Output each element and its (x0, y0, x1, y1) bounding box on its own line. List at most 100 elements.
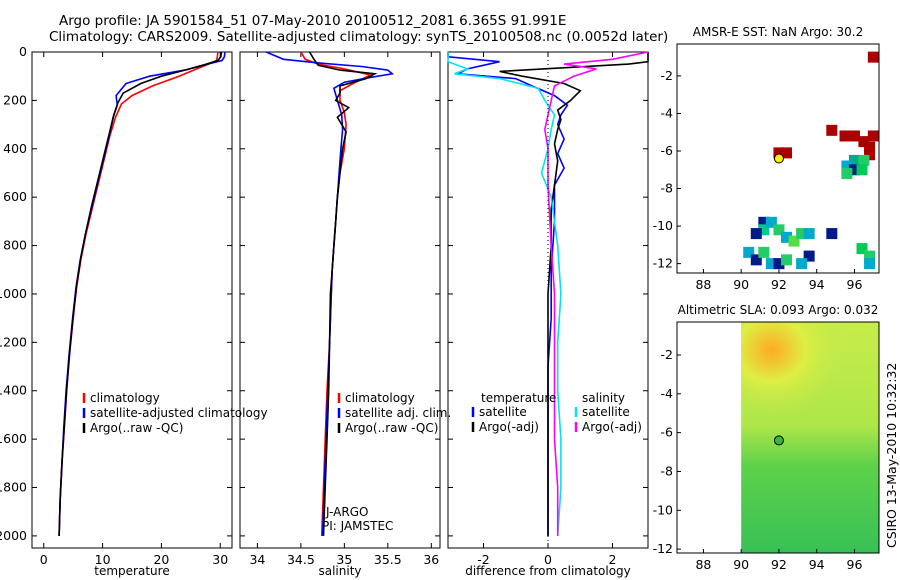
map-frame (676, 43, 880, 274)
profile-panel-1 (31, 51, 233, 549)
series-line (543, 51, 649, 536)
y-tick-label: -10 (653, 502, 673, 517)
series-line (499, 52, 649, 536)
sst-cell (856, 164, 868, 176)
series-line (308, 51, 378, 536)
legend-diff-sal-label: Argo(-adj) (582, 420, 642, 434)
sst-cell (803, 250, 815, 262)
x-tick-label: 20 (153, 552, 169, 567)
y-tick-label: 1600 (0, 431, 27, 446)
sst-cell (858, 136, 870, 148)
x-tick-label: 10 (95, 552, 111, 567)
map-frame (676, 321, 880, 554)
legend-diff-label: salinity (582, 391, 625, 405)
y-tick-label: 1000 (0, 286, 27, 301)
sst-cell (758, 216, 770, 228)
sst-cell (788, 235, 800, 247)
sst-map (676, 43, 880, 274)
x-tick-label: 2 (609, 552, 617, 567)
y-tick-label: -6 (661, 143, 674, 158)
legend-diff-sal-label: satellite (582, 405, 630, 419)
y-tick-label: 1400 (0, 383, 27, 398)
x-tick-label: 35 (336, 552, 352, 567)
x-tick-label: 92 (771, 277, 787, 292)
sst-cell (864, 250, 876, 262)
map-title: Altimetric SLA: 0.093 Argo: 0.032 (678, 303, 879, 317)
x-tick-label: 94 (809, 557, 825, 572)
series-line (58, 51, 226, 536)
sst-cell (848, 154, 860, 166)
header-line-1: Argo profile: JA 5901584_51 07-May-2010 … (59, 13, 567, 29)
sst-cell (867, 51, 879, 63)
sst-cell (750, 254, 762, 266)
series-line (447, 52, 569, 536)
sst-cell (758, 246, 770, 258)
sst-cell (773, 224, 785, 236)
series-line (300, 51, 373, 536)
y-tick-label: 600 (3, 189, 27, 204)
y-tick-label: 0 (19, 44, 27, 59)
x-tick-label: 88 (695, 277, 711, 292)
sla-map (676, 321, 880, 554)
x-tick-label: 90 (733, 277, 749, 292)
sst-cell (848, 130, 860, 142)
y-tick-label: -2 (661, 347, 673, 362)
x-tick-label: 90 (733, 557, 749, 572)
y-tick-label: -4 (661, 105, 674, 120)
sst-cell (841, 168, 853, 180)
x-axis-label: difference from climatology (465, 564, 631, 578)
sst-cell (780, 231, 792, 243)
legend-diff-temp-label: satellite (479, 405, 527, 419)
series-line (265, 51, 395, 536)
argo-position-marker (773, 153, 784, 164)
y-tick-label: -2 (661, 68, 673, 83)
x-axis-label: temperature (94, 564, 169, 578)
sst-cell (826, 228, 838, 240)
x-tick-label: 34 (249, 552, 265, 567)
map-title: AMSR-E SST: NaN Argo: 30.2 (693, 25, 863, 39)
sst-cell (758, 224, 770, 236)
sst-cell (765, 258, 777, 270)
sst-cell (780, 254, 792, 266)
x-tick-label: 94 (809, 277, 825, 292)
sst-cell (796, 258, 808, 270)
x-tick-label: 34.5 (287, 552, 315, 567)
sst-cell (841, 160, 853, 172)
x-tick-label: 36 (423, 552, 439, 567)
sst-cell (780, 147, 792, 159)
y-tick-label: -8 (661, 463, 674, 478)
legend-temperature-label: satellite-adjusted climatology (90, 406, 268, 420)
sst-cell (765, 216, 777, 228)
profile-panel-2 (239, 51, 441, 549)
x-tick-label: 0 (40, 552, 48, 567)
y-tick-label: -8 (661, 181, 674, 196)
y-tick-label: 200 (3, 92, 27, 107)
sst-cell (796, 228, 808, 240)
x-tick-label: 96 (847, 557, 863, 572)
sst-cell (743, 246, 755, 258)
header-line-2: Climatology: CARS2009. Satellite-adjuste… (49, 29, 669, 45)
legend-diff-label: temperature (481, 391, 556, 405)
y-tick-label: -4 (661, 386, 674, 401)
sla-high-anomaly (741, 322, 879, 450)
y-tick-label: 2000 (0, 528, 27, 543)
x-tick-label: 96 (847, 277, 863, 292)
series-line (58, 51, 223, 536)
legend-temperature-label: climatology (90, 391, 160, 405)
y-tick-label: 1800 (0, 480, 27, 495)
x-tick-label: 0 (544, 552, 552, 567)
annotation-label: J-ARGO (325, 505, 368, 519)
footer-stamp: CSIRO 13-May-2010 10:32:32 (884, 362, 899, 548)
x-tick-label: 92 (771, 557, 787, 572)
sst-cell (750, 228, 762, 240)
x-tick-label: 35.5 (374, 552, 402, 567)
y-tick-label: -6 (661, 425, 674, 440)
legend-salinity-label: satellite adj. clim. (345, 406, 451, 420)
x-tick-label: -2 (477, 552, 489, 567)
sst-cell (864, 141, 876, 153)
series-line (58, 51, 219, 536)
legend-salinity-label: Argo(..raw -QC) (345, 421, 438, 435)
sst-cell (848, 164, 860, 176)
sst-cell (856, 243, 868, 255)
sst-cell (864, 149, 876, 161)
